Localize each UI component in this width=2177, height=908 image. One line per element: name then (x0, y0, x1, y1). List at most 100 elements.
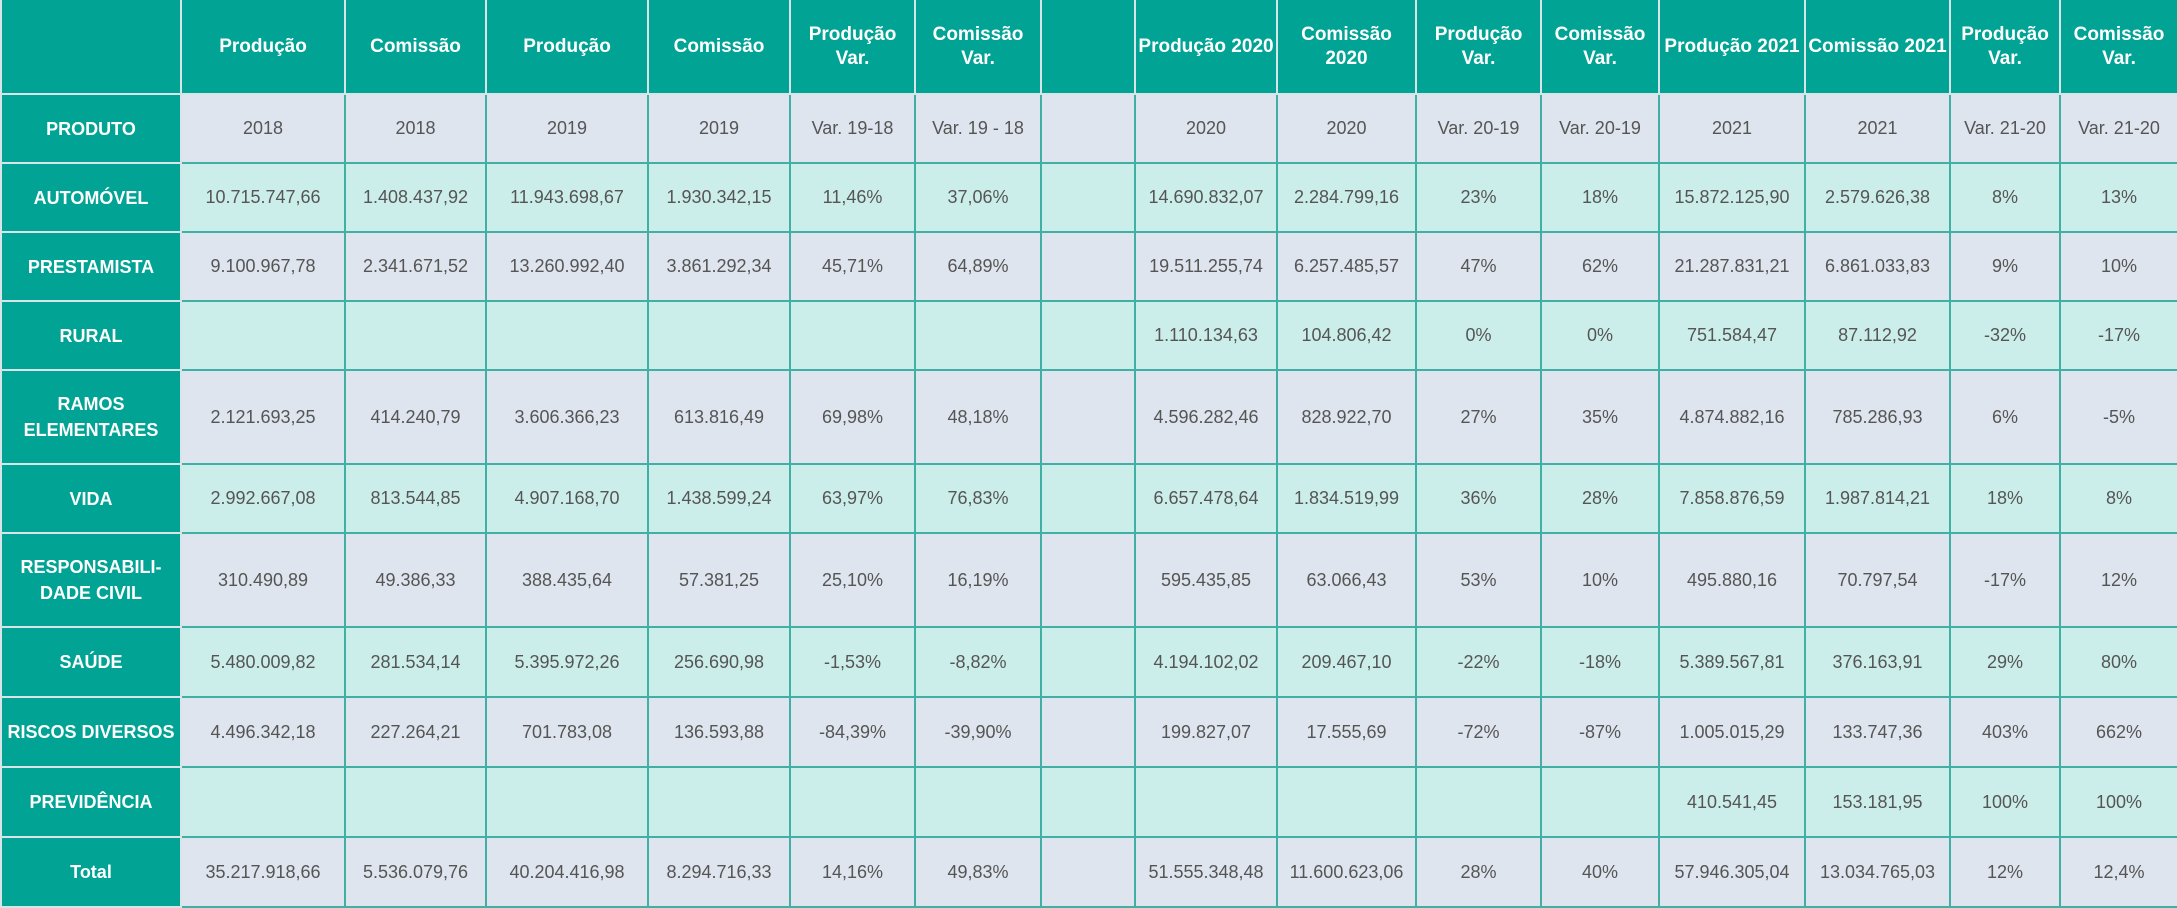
table-cell: 29% (1949, 626, 2061, 698)
table-cell: 785.286,93 (1804, 369, 1951, 465)
table-cell: -17% (1949, 532, 2061, 628)
table-cell: 57.381,25 (647, 532, 791, 628)
table-cell: 2021 (1658, 93, 1806, 164)
table-cell: 9% (1949, 231, 2061, 302)
table-cell: 414.240,79 (344, 369, 487, 465)
table-cell: 12% (2059, 532, 2177, 628)
table-cell: 376.163,91 (1804, 626, 1951, 698)
table-cell (1540, 766, 1660, 838)
table-cell (1040, 836, 1136, 908)
table-row: RURAL 1.110.134,63 104.806,42 0% 0% 751.584,4… (0, 300, 2177, 371)
table-cell: 37,06% (914, 162, 1042, 233)
table-cell: 35.217.918,66 (180, 836, 346, 908)
table-cell: 7.858.876,59 (1658, 463, 1806, 534)
table-cell: 227.264,21 (344, 696, 487, 768)
table-cell: 2021 (1804, 93, 1951, 164)
table-cell: 2.579.626,38 (1804, 162, 1951, 233)
row-label: PRODUTO (0, 93, 182, 164)
table-cell: 310.490,89 (180, 532, 346, 628)
table-cell (789, 766, 916, 838)
table-cell: -1,53% (789, 626, 916, 698)
table-cell (1040, 162, 1136, 233)
table-cell: 63.066,43 (1276, 532, 1417, 628)
table-cell: -8,82% (914, 626, 1042, 698)
table-cell (914, 766, 1042, 838)
table-cell: 662% (2059, 696, 2177, 768)
table-cell: 2018 (344, 93, 487, 164)
table-cell: 4.907.168,70 (485, 463, 649, 534)
table-cell: 53% (1415, 532, 1542, 628)
table-cell: 813.544,85 (344, 463, 487, 534)
table-cell: 15.872.125,90 (1658, 162, 1806, 233)
table-row: PREVIDÊNCIA 410.541,45 153.181,95 100% 100% (0, 766, 2177, 838)
table-row: AUTOMÓVEL 10.715.747,66 1.408.437,92 11.943… (0, 162, 2177, 233)
table-cell (485, 766, 649, 838)
column-header: Comissão (647, 0, 791, 95)
table-cell: 256.690,98 (647, 626, 791, 698)
table-cell: Var. 19-18 (789, 93, 916, 164)
table-cell: 14,16% (789, 836, 916, 908)
table-cell: 4.194.102,02 (1134, 626, 1278, 698)
table-cell: 3.861.292,34 (647, 231, 791, 302)
table-cell: 2019 (485, 93, 649, 164)
table-cell: -72% (1415, 696, 1542, 768)
table-cell: -39,90% (914, 696, 1042, 768)
table-cell: 62% (1540, 231, 1660, 302)
table-cell: 6.861.033,83 (1804, 231, 1951, 302)
table-cell: 2.341.671,52 (344, 231, 487, 302)
column-header: Produção (485, 0, 649, 95)
table-cell (1040, 300, 1136, 371)
row-label: PRESTAMISTA (0, 231, 182, 302)
table-cell: 0% (1415, 300, 1542, 371)
table-cell: 28% (1415, 836, 1542, 908)
table-cell: 209.467,10 (1276, 626, 1417, 698)
table-cell (789, 300, 916, 371)
table-cell: 100% (2059, 766, 2177, 838)
table-row: SAÚDE 5.480.009,82 281.534,14 5.395.972,26 2… (0, 626, 2177, 698)
table-row: RESPONSABILI-DADE CIVIL 310.490,89 49.386,… (0, 532, 2177, 628)
table-cell (1040, 766, 1136, 838)
table-cell: 23% (1415, 162, 1542, 233)
row-label: RAMOS ELEMENTARES (0, 369, 182, 465)
table-cell: 76,83% (914, 463, 1042, 534)
table-cell: 49,83% (914, 836, 1042, 908)
header-row: Produção Comissão Produção Comissão Produção… (0, 0, 2177, 95)
table-cell: 13% (2059, 162, 2177, 233)
table-cell: 10% (2059, 231, 2177, 302)
table-cell: 70.797,54 (1804, 532, 1951, 628)
table-cell: 100% (1949, 766, 2061, 838)
table-cell: 40% (1540, 836, 1660, 908)
row-label: SAÚDE (0, 626, 182, 698)
column-header: Comissão Var. (914, 0, 1042, 95)
subheader-row: PRODUTO 2018 2018 2019 2019 Var. 19-18 Var. 19… (0, 93, 2177, 164)
table-cell: 104.806,42 (1276, 300, 1417, 371)
table-cell: 595.435,85 (1134, 532, 1278, 628)
table-cell: 8% (1949, 162, 2061, 233)
table-cell: 48,18% (914, 369, 1042, 465)
table-cell (914, 300, 1042, 371)
table-cell: 1.408.437,92 (344, 162, 487, 233)
table-cell: 1.110.134,63 (1134, 300, 1278, 371)
table-cell: 388.435,64 (485, 532, 649, 628)
table-cell: 2.284.799,16 (1276, 162, 1417, 233)
table-cell: 1.005.015,29 (1658, 696, 1806, 768)
table-cell (1040, 532, 1136, 628)
table-cell: 28% (1540, 463, 1660, 534)
table-row: Total 35.217.918,66 5.536.079,76 40.204.416… (0, 836, 2177, 908)
table-cell: 25,10% (789, 532, 916, 628)
table-cell (344, 766, 487, 838)
column-header: Comissão 2021 (1804, 0, 1951, 95)
table-cell: 27% (1415, 369, 1542, 465)
table-cell: 36% (1415, 463, 1542, 534)
table-cell: 11,46% (789, 162, 916, 233)
table-cell: 5.389.567,81 (1658, 626, 1806, 698)
column-header: Produção Var. (1415, 0, 1542, 95)
table-cell: 0% (1540, 300, 1660, 371)
table-cell: 13.260.992,40 (485, 231, 649, 302)
table-cell: 751.584,47 (1658, 300, 1806, 371)
table-cell: 10.715.747,66 (180, 162, 346, 233)
column-header: Produção Var. (1949, 0, 2061, 95)
table-cell: -17% (2059, 300, 2177, 371)
table-cell: 410.541,45 (1658, 766, 1806, 838)
